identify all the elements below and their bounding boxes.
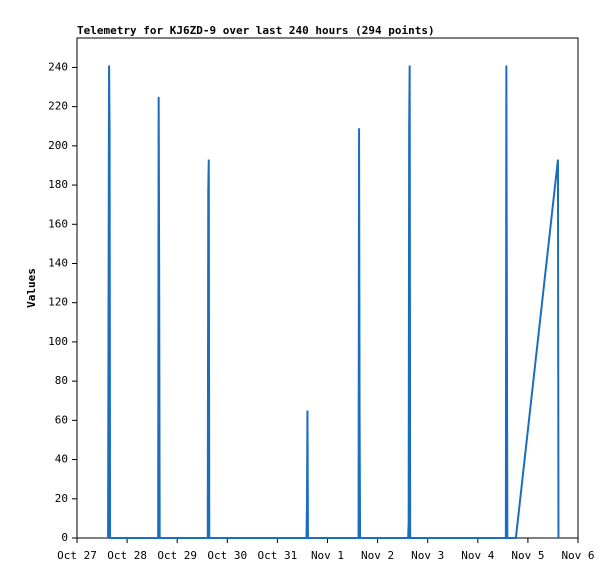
- x-tick-label: Oct 28: [107, 549, 147, 562]
- chart-title: Telemetry for KJ6ZD-9 over last 240 hour…: [77, 24, 435, 37]
- y-tick-label: 100: [48, 335, 68, 348]
- x-tick-label: Nov 2: [361, 549, 394, 562]
- data-line: [107, 65, 560, 539]
- y-tick-label: 80: [55, 374, 68, 387]
- y-tick-label: 180: [48, 178, 68, 191]
- y-tick-label: 240: [48, 60, 68, 73]
- x-tick-label: Oct 30: [207, 549, 247, 562]
- y-tick-label: 200: [48, 139, 68, 152]
- x-tick-label: Oct 27: [57, 549, 97, 562]
- plot-frame: [76, 37, 579, 539]
- y-tick-label: 0: [61, 531, 68, 544]
- x-tick-label: Nov 3: [411, 549, 444, 562]
- y-tick-label: 140: [48, 256, 68, 269]
- x-tick-label: Oct 29: [157, 549, 197, 562]
- y-tick-label: 220: [48, 100, 68, 113]
- y-tick-label: 160: [48, 217, 68, 230]
- x-tick-label: Nov 4: [461, 549, 494, 562]
- y-tick-label: 40: [55, 453, 68, 466]
- y-tick-label: 120: [48, 296, 68, 309]
- x-tick-label: Nov 6: [561, 549, 594, 562]
- x-tick-label: Nov 1: [311, 549, 344, 562]
- y-axis-label: Values: [25, 268, 38, 308]
- y-tick-label: 20: [55, 492, 68, 505]
- y-tick-label: 60: [55, 413, 68, 426]
- x-tick-label: Oct 31: [258, 549, 298, 562]
- x-tick-label: Nov 5: [511, 549, 544, 562]
